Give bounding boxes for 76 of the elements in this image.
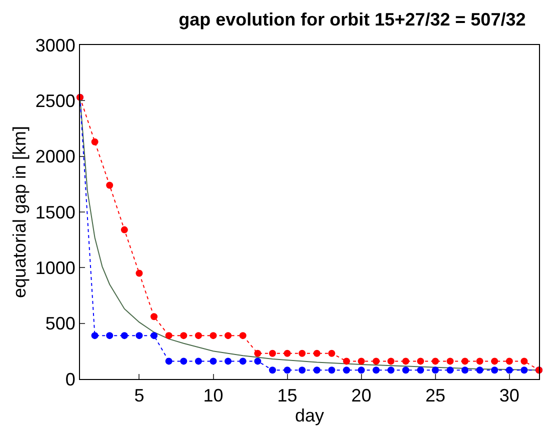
point	[343, 358, 350, 365]
point	[387, 358, 394, 365]
x-tick-label: 30	[499, 386, 520, 406]
y-tick-label: 2000	[35, 146, 76, 167]
point	[298, 350, 306, 357]
point	[136, 270, 143, 277]
y-tick-label: 1000	[35, 258, 76, 278]
point	[210, 358, 217, 365]
point	[239, 358, 246, 365]
point	[210, 332, 217, 340]
point	[520, 366, 528, 374]
point	[239, 332, 246, 340]
point	[194, 332, 202, 340]
x-tick-label: 25	[425, 386, 446, 406]
point	[254, 358, 262, 365]
x-tick-label: 20	[351, 386, 372, 406]
point	[120, 226, 128, 234]
point	[417, 366, 424, 374]
point	[91, 138, 98, 146]
point	[328, 350, 336, 357]
point	[224, 358, 232, 365]
point	[165, 358, 172, 365]
point	[194, 358, 202, 365]
point	[298, 366, 306, 374]
point	[476, 366, 484, 374]
point	[268, 350, 276, 357]
point	[372, 358, 380, 365]
point	[268, 366, 276, 374]
point	[402, 366, 410, 374]
point	[106, 332, 114, 340]
point	[136, 332, 143, 340]
point	[358, 358, 365, 365]
x-tick-label: 10	[203, 386, 224, 406]
point	[150, 332, 158, 340]
y-tick-label: 500	[45, 314, 76, 334]
point	[343, 366, 350, 374]
y-tick-label: 0	[65, 369, 76, 390]
point	[461, 366, 468, 374]
point	[284, 366, 291, 374]
point	[461, 358, 468, 365]
x-tick-label: 15	[277, 386, 298, 406]
point	[520, 358, 528, 365]
point	[313, 366, 320, 374]
point	[506, 358, 513, 365]
point	[91, 332, 98, 340]
point	[476, 358, 484, 365]
point	[284, 350, 291, 357]
point	[150, 313, 158, 320]
point	[387, 366, 394, 374]
point	[180, 358, 188, 365]
point	[402, 358, 410, 365]
point	[165, 332, 172, 340]
y-axis-title: equatorial gap in [km]	[10, 126, 30, 298]
point	[432, 358, 439, 365]
point	[506, 366, 513, 374]
point	[491, 358, 498, 365]
point	[432, 366, 439, 374]
point	[106, 182, 114, 189]
point	[358, 366, 365, 374]
point	[224, 332, 232, 340]
point	[446, 366, 454, 374]
x-axis-title: day	[294, 406, 324, 426]
x-tick-label: 5	[134, 386, 144, 406]
y-tick-label: 2500	[35, 90, 76, 111]
point	[372, 366, 380, 374]
point	[446, 358, 454, 365]
point	[180, 332, 188, 340]
point	[491, 366, 498, 374]
point	[328, 366, 336, 374]
point	[120, 332, 128, 340]
point	[254, 350, 262, 357]
point	[313, 350, 320, 357]
y-tick-label: 1500	[35, 202, 76, 222]
y-tick-label: 3000	[35, 35, 76, 56]
chart-title: gap evolution for orbit 15+27/32 = 507/32	[178, 9, 526, 30]
point	[417, 358, 424, 365]
